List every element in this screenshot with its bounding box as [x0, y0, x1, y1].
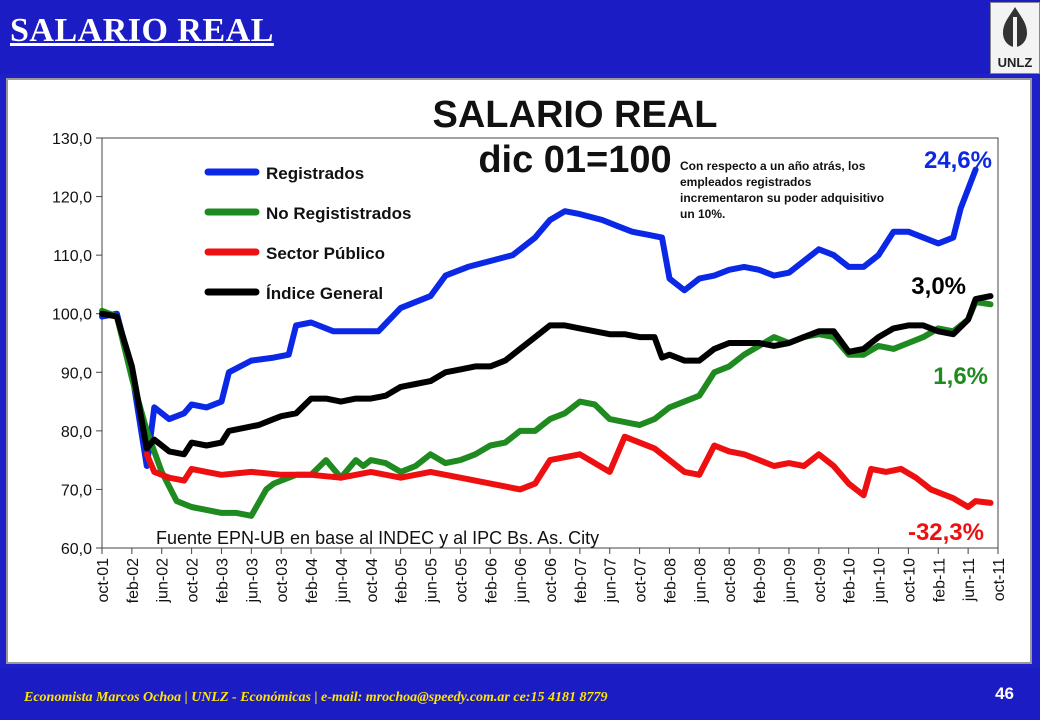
page-number: 46 [995, 684, 1014, 703]
x-tick-label: feb-05 [394, 558, 411, 603]
x-tick-label: jun-02 [155, 558, 172, 604]
x-tick-label: feb-03 [214, 558, 231, 603]
x-tick-label: feb-08 [662, 558, 679, 603]
chart-title: SALARIO REAL [433, 94, 718, 136]
x-tick-label: oct-11 [991, 558, 1008, 601]
x-tick-label: jun-03 [244, 558, 261, 604]
y-tick-label: 80,0 [61, 424, 92, 441]
x-tick-label: feb-10 [842, 558, 859, 603]
x-tick-label: jun-04 [334, 558, 351, 604]
x-tick-label: oct-01 [95, 558, 112, 603]
annotation-text: Con respecto a un año atrás, los empleado… [680, 159, 884, 221]
slide-header: SALARIO REAL UNLZ [0, 0, 1040, 74]
series-line-registrados [99, 166, 979, 469]
x-tick-label: jun-11 [961, 558, 978, 602]
y-tick-label: 90,0 [61, 365, 92, 382]
legend-label: Registrados [266, 164, 364, 183]
x-tick-label: jun-10 [872, 558, 889, 604]
chart-frame: 60,0 70,0 80,0 90,0 100,0 110,0 120,0 130,0 oct-… [6, 78, 1032, 664]
legend-label: Sector Público [266, 244, 385, 263]
footer-credit: Economista Marcos Ochoa | UNLZ - Económi… [24, 690, 608, 705]
series-line-sector-p-blico [143, 433, 994, 510]
y-tick-label: 110,0 [53, 248, 92, 265]
legend-label: No Regististrados [266, 204, 411, 223]
series-end-label: 3,0% [911, 273, 966, 300]
series-end-label: 24,6% [924, 147, 992, 174]
y-tick-label: 120,0 [52, 190, 92, 207]
y-tick-label: 70,0 [61, 482, 92, 499]
series-end-label: -32,3% [908, 519, 984, 546]
x-tick-label: feb-11 [931, 558, 948, 602]
x-tick-label: oct-07 [633, 558, 650, 603]
legend-label: Índice General [266, 284, 383, 303]
x-tick-label: oct-10 [901, 558, 918, 603]
chart-annotation: Con respecto a un año atrás, los empleado… [680, 159, 884, 221]
logo-text: UNLZ [997, 55, 1033, 70]
source-note: Fuente EPN-UB en base al INDEC y al IPC … [156, 528, 599, 548]
x-tick-label: oct-02 [185, 558, 202, 603]
x-tick-label: oct-05 [453, 558, 470, 603]
x-tick-label: feb-07 [573, 558, 590, 603]
unlz-logo: UNLZ [990, 2, 1040, 74]
chart-legend: Registrados No Regististrados Sector Públi… [204, 164, 411, 303]
x-tick-label: oct-04 [364, 558, 381, 603]
chart-subtitle: dic 01=100 [478, 139, 671, 181]
drop-emblem-icon [1003, 7, 1027, 47]
x-tick-label: feb-04 [304, 558, 321, 603]
x-tick-label: feb-09 [752, 558, 769, 603]
slide-title: SALARIO REAL [10, 12, 274, 49]
y-tick-label: 100,0 [52, 307, 92, 324]
x-tick-label: jun-09 [782, 558, 799, 604]
series-end-label: 1,6% [933, 363, 988, 390]
x-tick-label: jun-08 [692, 558, 709, 604]
y-tick-label: 60,0 [61, 541, 92, 558]
x-tick-label: feb-06 [483, 558, 500, 603]
x-tick-label: oct-06 [543, 558, 560, 603]
series-line-no-regististrados [99, 299, 994, 519]
slide-footer: Economista Marcos Ochoa | UNLZ - Económi… [0, 668, 1040, 720]
y-tick-label: 130,0 [52, 131, 92, 148]
x-tick-label: feb-02 [125, 558, 142, 603]
salario-real-chart: 60,0 70,0 80,0 90,0 100,0 110,0 120,0 130,0 oct-… [52, 94, 1008, 604]
x-tick-label: jun-07 [603, 558, 620, 604]
x-tick-label: oct-03 [274, 558, 291, 603]
series-line--ndice-general [99, 293, 994, 458]
x-tick-label: jun-06 [513, 558, 530, 604]
x-tick-label: oct-08 [722, 558, 739, 603]
x-tick-label: jun-05 [424, 558, 441, 604]
x-tick-label: oct-09 [812, 558, 829, 603]
